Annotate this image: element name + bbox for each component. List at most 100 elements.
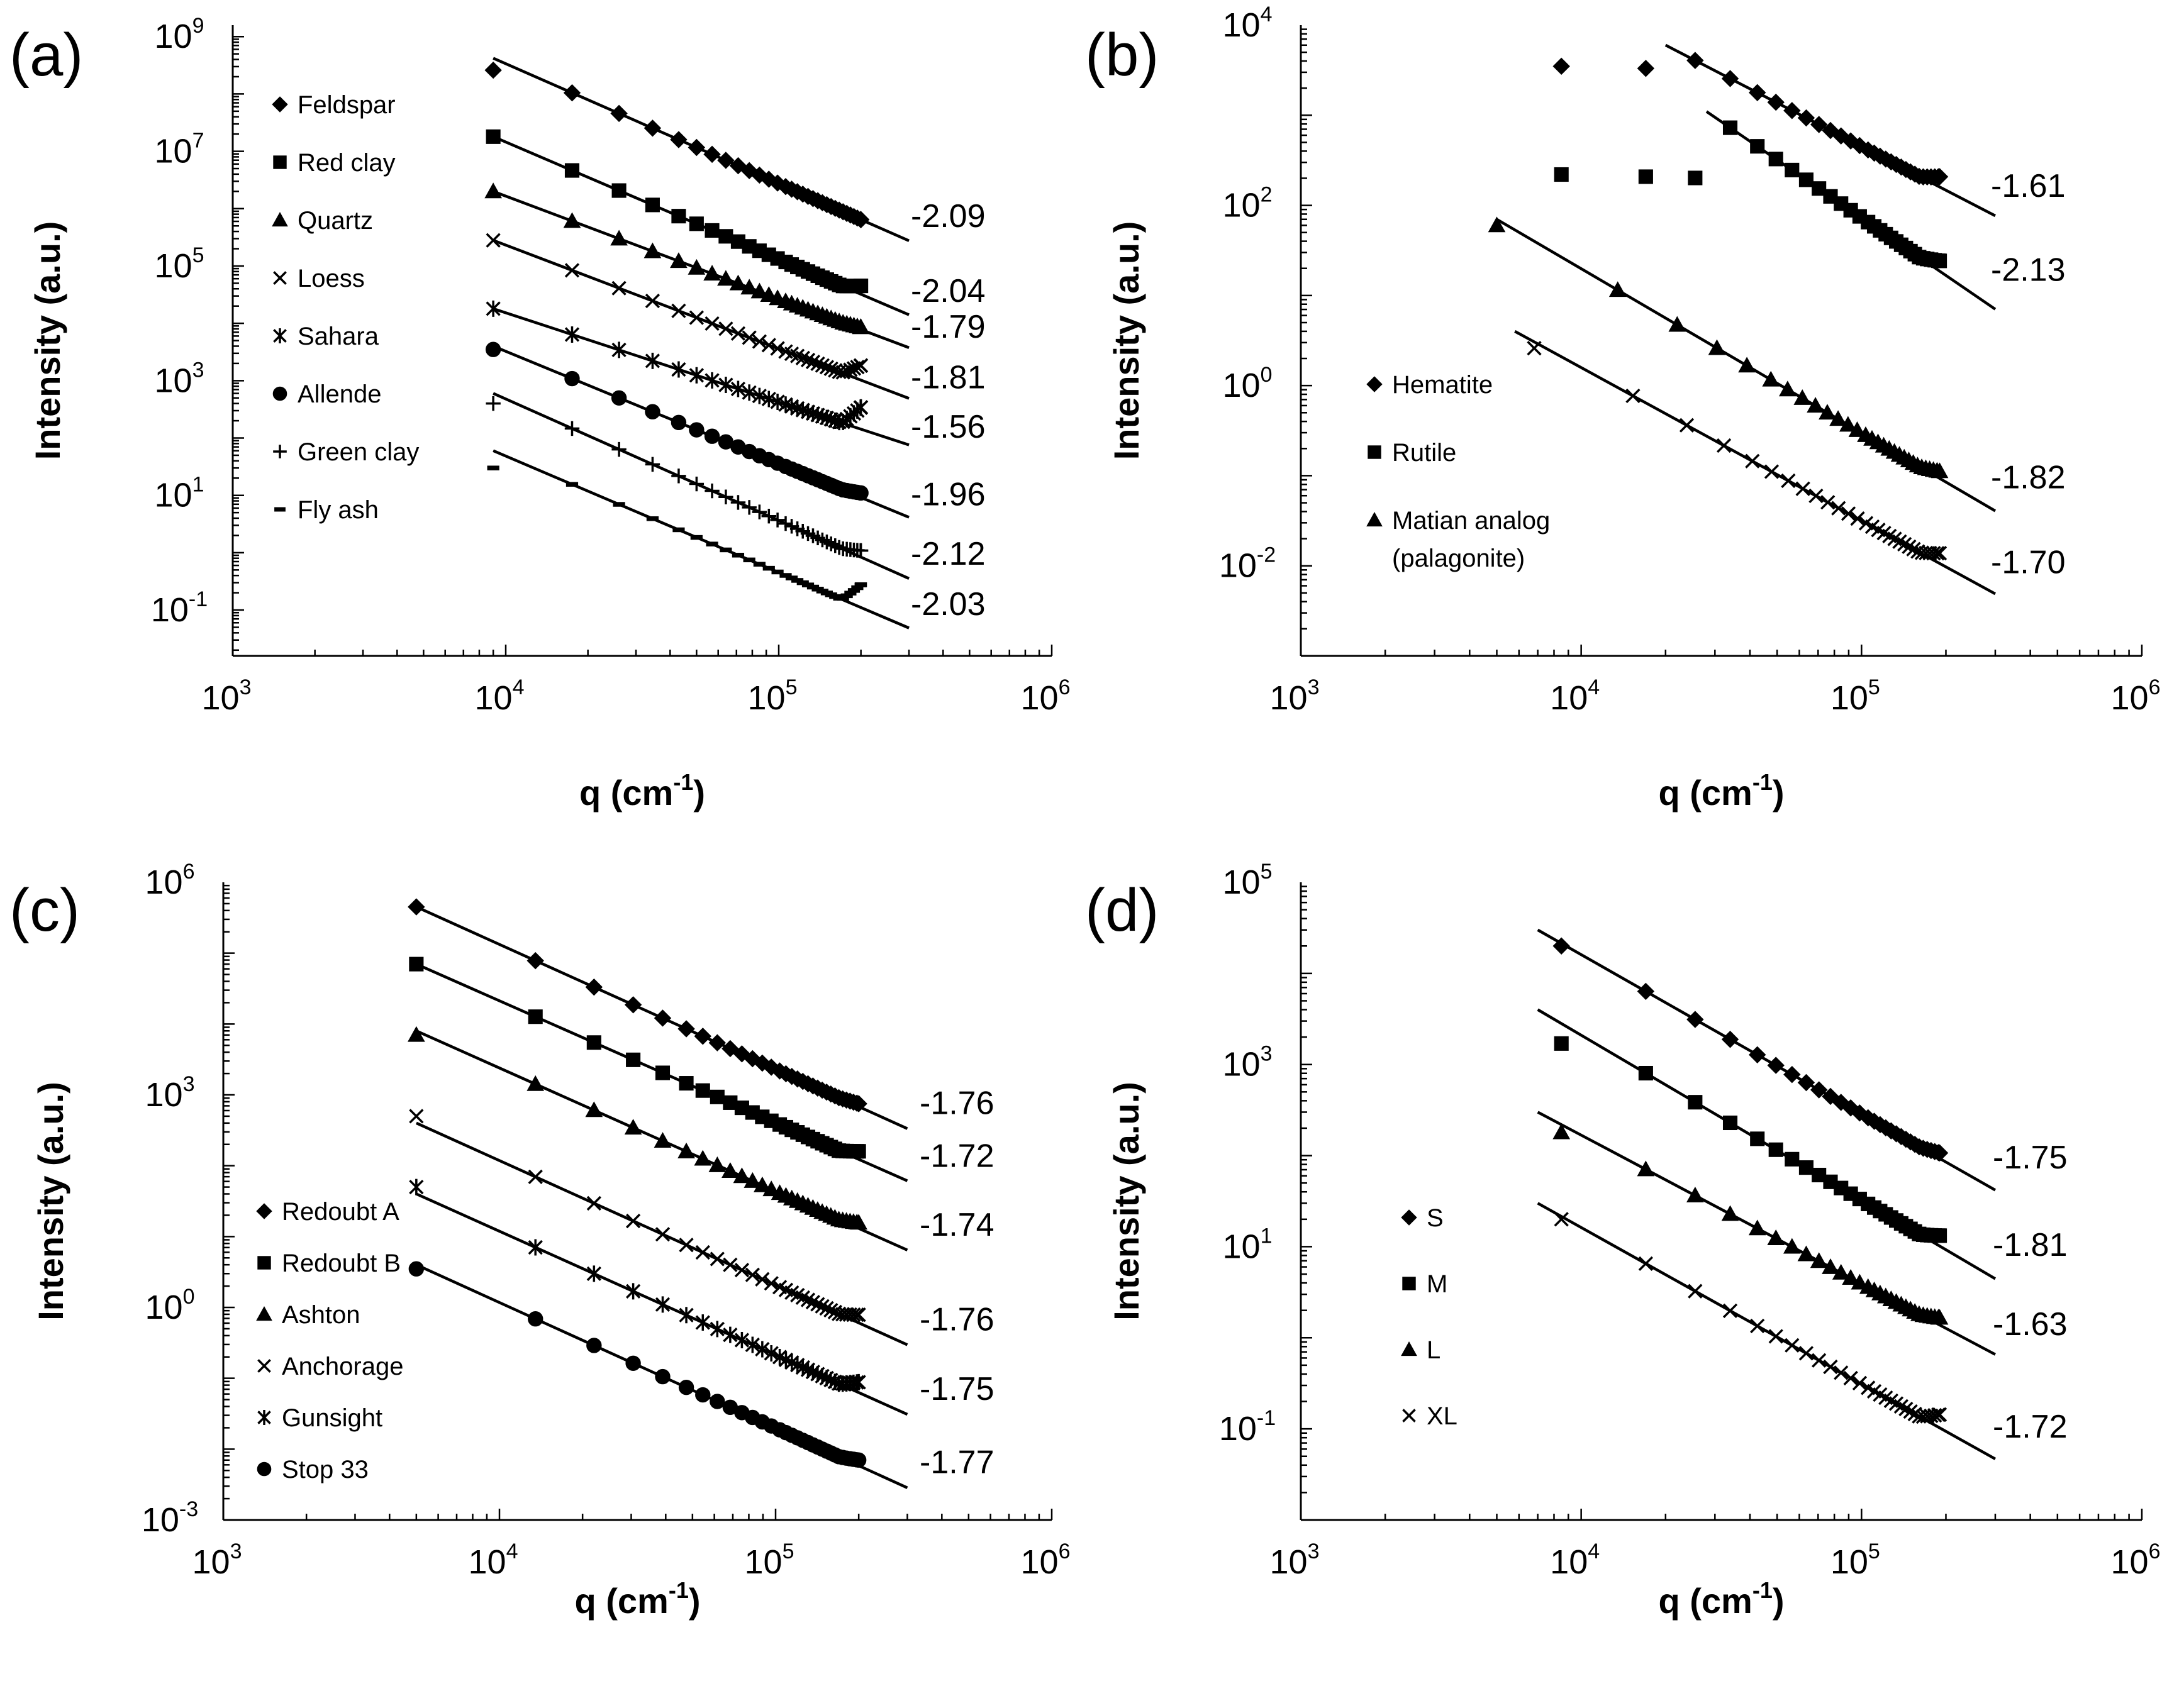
data-point [586,1035,601,1050]
data-point [823,361,838,377]
legend-marker [273,445,287,458]
data-point [689,310,704,325]
data-point [1930,462,1949,479]
legend-marker [1401,1209,1417,1226]
x-axis-title-close: ) [1773,773,1785,812]
panel-b-x-axis-title: q (cm-1) [1658,769,1784,812]
x-axis-title-superscript: -1 [1752,1577,1773,1603]
data-point [771,569,784,575]
data-point [854,278,869,294]
y-tick-label-exponent: 7 [192,129,204,153]
data-point [730,495,746,510]
data-point [1907,1406,1922,1422]
data-point [1906,541,1921,557]
legend-marker [256,1306,272,1321]
legend-label: Anchorage [282,1353,403,1380]
panel-c-y-axis-title: Intensity (a.u.) [31,1082,70,1321]
data-point [625,1283,641,1300]
x-tick-label: 106 [2111,1539,2161,1581]
legend-label: Redoubt B [282,1250,401,1277]
panel-c: (c) 103 104 105 106 10-3 100 103 106 q (cm-1) Inte… [9,860,1071,1621]
data-point [1764,464,1780,479]
y-tick-label-exponent: 6 [183,860,195,884]
data-point [810,356,825,372]
series-hematite-rutile-xl: -1.70 [1514,330,2066,596]
legend-marker [1402,1409,1416,1423]
series-loess: -1.81 [486,233,986,400]
data-point [1738,357,1756,373]
y-tick-label-exponent: 5 [1261,860,1273,884]
data-point [761,391,776,408]
data-point [1848,421,1866,437]
data-point [564,370,580,387]
legend-label: Feldspar [298,91,396,119]
data-point [645,404,660,419]
data-point [655,1296,671,1313]
slope-label: -1.79 [911,309,986,345]
panel-d-legend: S M L XL [1401,1204,1457,1430]
data-point [409,1109,424,1124]
legend-label: Fly ash [298,496,379,524]
x-tick-label: 104 [475,675,525,717]
data-point [677,1142,695,1158]
legend-marker [1402,1277,1416,1290]
series-stop-33: -1.77 [408,1261,994,1489]
data-point [1850,511,1865,526]
x-tick-label-exponent: 5 [786,675,798,699]
slope-label: -1.70 [1991,545,2066,581]
y-tick-label: 104 [1223,3,1273,44]
legend-marker [273,155,287,169]
data-point [1785,1151,1800,1167]
data-point [740,279,759,295]
data-point [1932,253,1947,269]
y-tick-label: 109 [155,14,204,55]
data-point [625,1213,641,1229]
legend-marker [1366,511,1383,527]
data-point [1552,937,1570,955]
series-redoubt-a: -1.76 [408,898,994,1130]
data-point [1783,102,1801,119]
data-point [645,457,660,472]
legend-marker [272,211,288,227]
data-point [408,1261,425,1277]
series-rutile: -2.13 [1554,110,2066,311]
data-point [1810,1252,1828,1268]
y-tick-label-exponent: 3 [1261,1042,1273,1066]
data-point [1750,139,1765,154]
y-tick-label-exponent: 3 [183,1072,195,1096]
data-point [528,1311,543,1327]
y-tick-label-exponent: -1 [1257,1406,1276,1430]
data-point [654,1132,672,1148]
x-axis-title-base: q (cm [574,1581,668,1621]
data-point [645,293,660,309]
data-point [1686,52,1704,69]
series-s: -1.75 [1537,928,2068,1192]
data-point [484,61,502,79]
y-tick-label-exponent: 0 [183,1285,195,1309]
data-point [654,1009,672,1027]
data-point [671,303,686,318]
data-point [1748,1219,1766,1236]
y-tick-label: 107 [155,129,204,170]
y-tick-label: 103 [1223,1042,1273,1084]
legend-label: Quartz [298,207,373,235]
y-tick-label-exponent: 1 [1261,1224,1273,1248]
panel-b-y-axis-title: Intensity (a.u.) [1106,221,1146,460]
x-tick-label-exponent: 5 [1868,1539,1880,1563]
data-point [564,263,580,278]
legend-label: Sahara [298,323,379,350]
data-point [732,553,745,558]
data-point [742,330,757,345]
data-point [564,163,580,178]
series-xl: -1.72 [1537,1202,2068,1460]
data-point [1722,1303,1738,1318]
data-point [1903,1404,1918,1419]
data-point [679,1076,694,1091]
y-tick-label: 10-1 [151,587,208,629]
series-allende: -1.96 [485,341,986,519]
data-point [854,399,869,416]
data-point [1820,495,1836,510]
data-point [1750,1318,1765,1334]
